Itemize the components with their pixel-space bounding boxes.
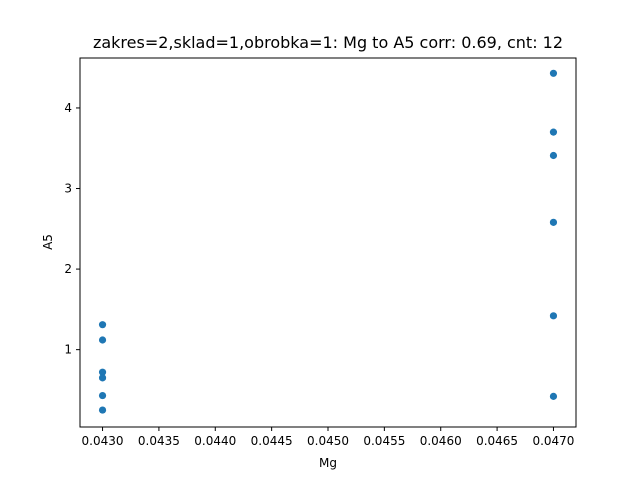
- data-point: [549, 312, 558, 320]
- x-axis: 0.0430 0.0435 0.0440 0.0445 0.0450 0.0455 0.04…: [82, 427, 574, 448]
- data-point: [98, 321, 107, 329]
- x-tick-label: 0.0465: [476, 434, 518, 448]
- data-point: [549, 392, 558, 400]
- data-point: [98, 391, 107, 400]
- x-tick-label: 0.0430: [82, 434, 124, 448]
- y-tick-label: 1: [64, 343, 72, 357]
- data-point: [549, 151, 558, 160]
- x-tick-label: 0.0470: [532, 434, 574, 448]
- chart-title: zakres=2,sklad=1,obrobka=1: Mg to A5 cor…: [93, 33, 563, 52]
- data-point: [98, 336, 107, 344]
- data-point: [549, 69, 558, 77]
- x-tick-label: 0.0435: [138, 434, 180, 448]
- data-point: [549, 218, 558, 226]
- y-tick-label: 2: [64, 262, 72, 276]
- data-point: [98, 374, 107, 382]
- data-point: [98, 368, 107, 376]
- y-axis-label: A5: [41, 234, 55, 250]
- y-tick-label: 4: [64, 101, 72, 115]
- x-tick-label: 0.0455: [363, 434, 405, 448]
- plot-area: [79, 57, 577, 428]
- x-axis-label: Mg: [319, 456, 337, 470]
- y-axis: 1 2 3 4: [64, 101, 80, 357]
- data-points: [98, 69, 558, 414]
- x-tick-label: 0.0450: [307, 434, 349, 448]
- data-point: [98, 406, 107, 414]
- x-tick-label: 0.0460: [420, 434, 462, 448]
- y-tick-label: 3: [64, 182, 72, 196]
- x-tick-label: 0.0440: [194, 434, 236, 448]
- data-point: [549, 128, 558, 136]
- x-tick-label: 0.0445: [251, 434, 293, 448]
